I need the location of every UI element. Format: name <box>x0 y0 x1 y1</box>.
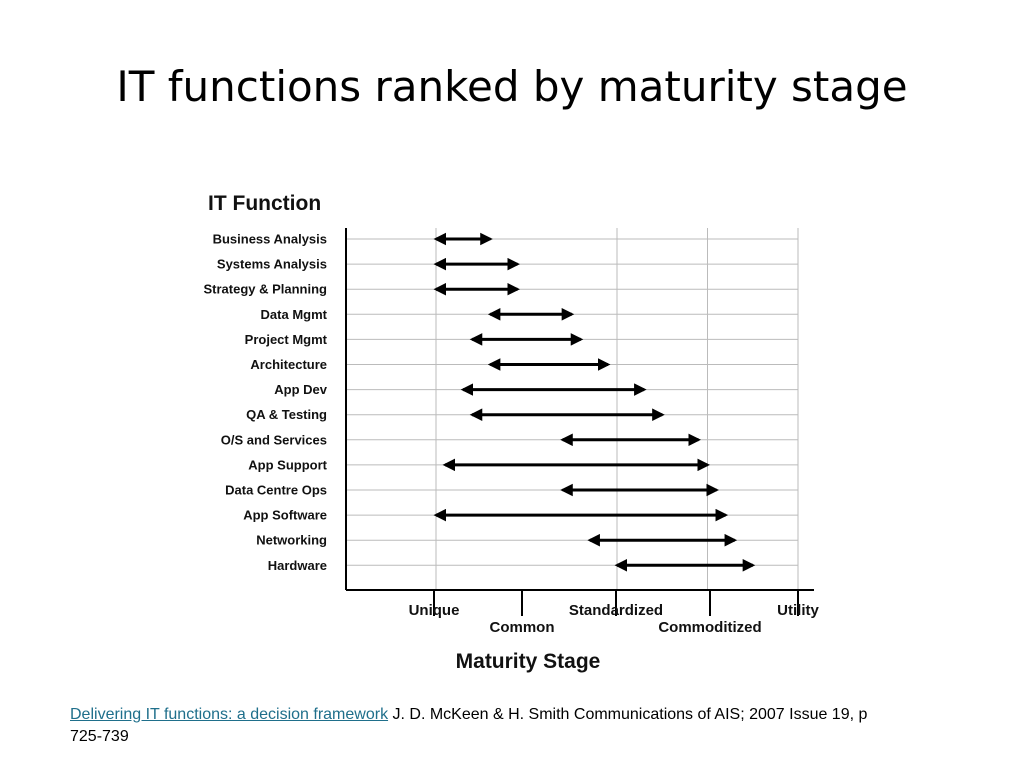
row-label: Data Mgmt <box>261 307 328 322</box>
row-label: Business Analysis <box>213 232 327 247</box>
row-label: Systems Analysis <box>217 257 327 272</box>
x-tick-label: Standardized <box>569 602 663 619</box>
citation: Delivering IT functions: a decision fram… <box>70 704 890 748</box>
maturity-chart: IT Function Maturity Stage Unique Common S… <box>203 192 819 673</box>
row-label: Project Mgmt <box>245 332 328 347</box>
x-tick-label: Unique <box>409 602 460 619</box>
row-label: Architecture <box>250 357 327 372</box>
grid-layer <box>346 228 799 590</box>
citation-text: J. D. McKeen & H. Smith Communications o… <box>70 706 868 745</box>
row-label: App Support <box>248 457 327 472</box>
chart-title: IT Function <box>208 192 321 215</box>
slide-title: IT functions ranked by maturity stage <box>116 62 908 111</box>
citation-link[interactable]: Delivering IT functions: a decision fram… <box>70 706 389 723</box>
row-label: QA & Testing <box>246 407 327 422</box>
x-tick-label: Utility <box>777 602 819 619</box>
row-label: Data Centre Ops <box>225 483 327 498</box>
x-tick-label: Common <box>490 619 555 636</box>
row-label: App Dev <box>274 382 328 397</box>
x-tick-label: Commoditized <box>658 619 761 636</box>
arrow-layer <box>433 232 756 572</box>
x-axis-label: Maturity Stage <box>456 650 601 673</box>
row-label: Networking <box>256 533 327 548</box>
row-label: O/S and Services <box>221 432 327 447</box>
row-label: Hardware <box>268 558 327 573</box>
row-label: Strategy & Planning <box>203 282 327 297</box>
label-layer: Business Analysis Systems Analysis Strateg… <box>203 232 327 573</box>
row-label: App Software <box>243 508 327 523</box>
